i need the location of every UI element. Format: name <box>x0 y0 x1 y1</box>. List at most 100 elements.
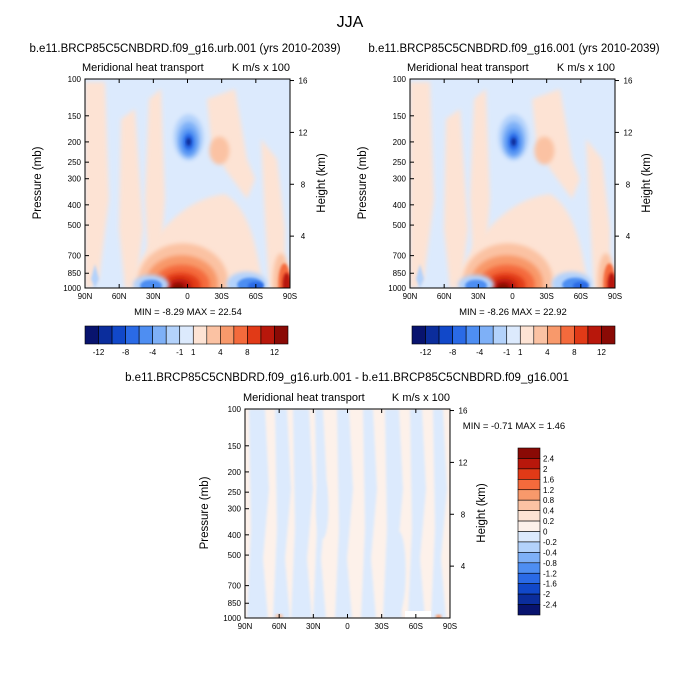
y-axis-label-left: Pressure (mb) <box>32 146 44 219</box>
sh-high-lat-positive <box>586 139 610 288</box>
contour-layers <box>245 409 450 618</box>
colorbar-label: 0 <box>543 528 548 537</box>
colorbar-swatch <box>152 325 167 345</box>
colorbar-label: 8 <box>572 348 577 357</box>
pressure-tick-label: 100 <box>393 75 407 84</box>
height-tick-label: 12 <box>299 128 308 137</box>
negative-column <box>335 409 353 618</box>
x-tick-label: 30N <box>471 292 486 301</box>
pressure-tick-label: 200 <box>393 138 407 147</box>
colorbar-swatch <box>506 325 521 345</box>
colorbar-label: -4 <box>476 348 484 357</box>
colorbar-label: -0.8 <box>543 559 557 568</box>
warm-sh-3 <box>607 272 615 288</box>
pressure-tick-label: 250 <box>68 158 82 167</box>
pressure-tick-label: 300 <box>228 505 242 514</box>
colorbar-label: 1.2 <box>543 486 555 495</box>
colorbar-swatch <box>517 479 541 491</box>
warm-sh-3 <box>282 272 290 288</box>
pressure-tick-label: 850 <box>393 269 407 278</box>
min-max-stats: MIN = -0.71 MAX = 1.46 <box>463 421 565 432</box>
colorbar-swatch <box>519 325 535 345</box>
sh-upper-positive <box>532 89 580 199</box>
x-tick-label: 30S <box>215 292 229 301</box>
y-axis-label-right: Height (km) <box>476 483 488 543</box>
negative-column <box>247 409 269 618</box>
nh-positive-column <box>444 109 468 288</box>
colorbar-swatch <box>517 604 541 616</box>
pressure-tick-label: 250 <box>228 488 242 497</box>
x-tick-label: 90S <box>608 292 622 301</box>
negative-column <box>408 409 426 618</box>
contour-field <box>410 79 615 288</box>
pressure-tick-label: 200 <box>68 138 82 147</box>
pressure-tick-label: 700 <box>393 252 407 261</box>
colorbar-swatch <box>587 325 602 345</box>
nh-positive-band <box>410 82 434 288</box>
cold-upper-core <box>511 137 517 146</box>
nh-positive-band <box>85 82 109 288</box>
colorbar-swatch <box>601 325 616 345</box>
colorbar-label: 1.6 <box>543 475 555 484</box>
pressure-tick-label: 1000 <box>388 284 406 293</box>
pressure-tick-label: 400 <box>228 531 242 540</box>
colorbar-swatch <box>533 325 548 345</box>
pressure-tick-label: 700 <box>68 252 82 261</box>
warm-core <box>497 283 510 288</box>
pressure-tick-label: 500 <box>228 551 242 560</box>
colorbar-label: 2 <box>543 465 548 474</box>
panel-subtitle-right: K m/s x 100 <box>392 392 450 404</box>
pressure-tick-label: 150 <box>68 112 82 121</box>
panel-control: b.e11.BRCP85C5CNBDRD.f09_g16.001 (yrs 20… <box>357 43 660 318</box>
pressure-tick-label: 500 <box>393 221 407 230</box>
colorbar-label: 0.2 <box>543 517 555 526</box>
pressure-tick-label: 850 <box>68 269 82 278</box>
colorbar-swatch <box>517 510 541 522</box>
colorbar-label: -1 <box>503 348 511 357</box>
colorbar-label: 1 <box>518 348 523 357</box>
panel-title: b.e11.BRCP85C5CNBDRD.f09_g16.urb.001 - b… <box>125 372 569 384</box>
negative-column <box>431 409 447 618</box>
panel-subtitle-left: Meridional heat transport <box>407 62 529 74</box>
colorbar-difference: 2.4 21.6 1.20.8 0.40.2 0-0.2-0.4 -0.8-1.2 -1.6… <box>517 447 557 616</box>
colorbar-swatch <box>165 325 181 345</box>
contour-field <box>85 79 290 288</box>
x-tick-label: 90N <box>238 622 253 631</box>
pressure-tick-label: 150 <box>228 442 242 451</box>
pressure-tick-label: 500 <box>68 221 82 230</box>
colorbar-label: -0.4 <box>543 548 557 557</box>
colorbar-swatch <box>517 593 541 605</box>
negative-patch <box>316 478 329 539</box>
x-tick-label: 0 <box>185 292 190 301</box>
x-tick-label: 60N <box>272 622 287 631</box>
height-tick-label: 16 <box>459 407 468 416</box>
colorbar-swatch <box>517 447 541 459</box>
colorbar-label: -2 <box>543 590 551 599</box>
height-tick-label: 8 <box>301 180 306 189</box>
negative-column <box>273 409 291 618</box>
panel-subtitle-left: Meridional heat transport <box>243 392 365 404</box>
missing-data-area <box>405 611 431 618</box>
colorbar-swatch <box>274 325 289 345</box>
colorbar-swatch <box>492 325 508 345</box>
colorbar-label: 4 <box>218 348 223 357</box>
colorbar-swatch <box>517 541 541 553</box>
warm-upper-sh <box>534 136 555 165</box>
axes: 90N 60N 30N 0 30S 60S 90S 100 150 200 250 300 400 500… <box>388 75 633 301</box>
pressure-tick-label: 400 <box>393 201 407 210</box>
colorbar-swatch <box>220 325 235 345</box>
positive-spot <box>435 614 442 618</box>
height-tick-label: 8 <box>461 510 466 519</box>
colorbar-label: -4 <box>149 348 157 357</box>
cold-nh-edge <box>91 264 99 288</box>
colorbar-swatch <box>260 325 275 345</box>
colorbar-label: -1.2 <box>543 569 557 578</box>
colorbar-swatch <box>98 325 113 345</box>
colorbar-swatch <box>517 468 541 480</box>
height-tick-label: 12 <box>459 458 468 467</box>
x-tick-label: 0 <box>345 622 350 631</box>
height-tick-label: 8 <box>626 180 631 189</box>
axes: 90N 60N 30N 0 30S 60S 90S 100 150 200 250 300 400 500… <box>63 75 308 301</box>
warm-upper-sh <box>209 136 230 165</box>
x-tick-label: 90N <box>78 292 93 301</box>
